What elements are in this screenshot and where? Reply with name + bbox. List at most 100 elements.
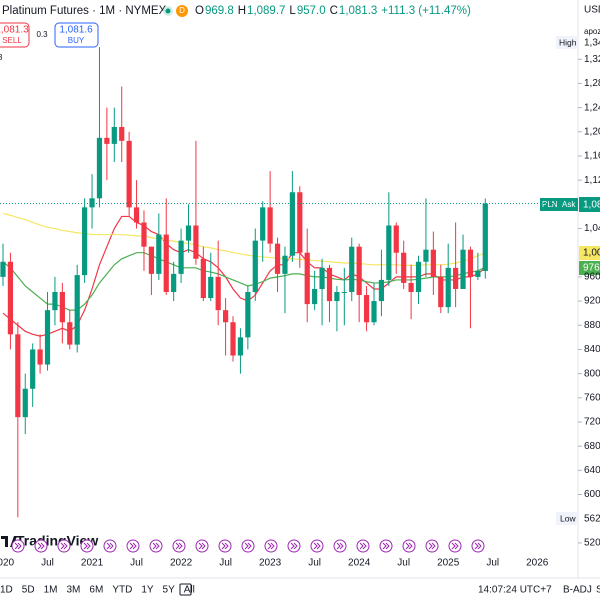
event-icon-arrow <box>244 542 252 550</box>
event-icon-arrow <box>221 542 229 550</box>
candle-body <box>82 207 88 276</box>
clock: 14:07:24 UTC+7 <box>478 585 552 596</box>
candle-body <box>185 225 192 241</box>
candle-body <box>133 207 140 223</box>
ohlc-key: H <box>238 5 246 17</box>
candle-body <box>482 203 488 271</box>
candle-body <box>89 198 95 208</box>
candle-body <box>200 258 206 299</box>
candle-body <box>67 322 73 345</box>
buy-button[interactable] <box>54 22 99 48</box>
candle-body <box>52 292 58 311</box>
range-button[interactable]: 1M <box>44 585 58 596</box>
badge <box>176 5 188 17</box>
event-icon-arrow <box>198 542 206 550</box>
candle-body <box>126 140 132 208</box>
event-icon-arrow <box>290 542 298 550</box>
x-tick-label: Jul <box>41 558 54 569</box>
x-tick-label: Jul <box>130 558 143 569</box>
candle-body <box>274 243 281 274</box>
ma-mid-value: 976. <box>583 263 600 274</box>
range-button[interactable]: All <box>184 585 195 596</box>
y-tick-label: 960 <box>584 272 600 283</box>
y-tick-label: 720 <box>584 417 600 428</box>
y-tick-label: 600 <box>584 489 600 500</box>
candle-body <box>445 267 451 308</box>
candle-body <box>37 349 43 365</box>
candle-body <box>453 267 459 289</box>
candle-body <box>7 261 14 335</box>
ohlc: O 969.8 H 1,089.7 L 957.0 C 1,081.3 +111.3 (+11.… <box>195 5 471 17</box>
x-tick-label: 2020 <box>0 558 15 569</box>
range-button[interactable]: 5Y <box>163 585 176 596</box>
candle-body <box>460 249 466 289</box>
candle-body <box>282 255 288 274</box>
candle-body <box>423 249 429 262</box>
y-tick-label: 1,280 <box>584 78 600 89</box>
y-tick-label: 1,320 <box>584 54 600 65</box>
x-tick-label: 2025 <box>437 558 460 569</box>
range-button[interactable]: 5D <box>22 585 35 596</box>
candle-body <box>148 246 154 274</box>
candle-body <box>30 349 36 389</box>
x-tick-label: 2021 <box>81 558 104 569</box>
calendar-icon[interactable] <box>179 583 192 596</box>
candle-body <box>267 207 273 244</box>
y-tick-label: 920 <box>584 296 600 307</box>
candle-body <box>245 292 251 338</box>
candle-body <box>96 137 103 199</box>
symbol-tag: PLN <box>542 200 558 209</box>
candle-body <box>0 261 6 277</box>
candle-body <box>193 225 199 259</box>
event-icon-arrow <box>175 542 183 550</box>
event-icon-arrow <box>359 542 367 550</box>
event-icon-arrow <box>474 542 482 550</box>
candle-body <box>356 246 362 296</box>
candle-body <box>74 275 80 345</box>
x-tick-label: 2023 <box>259 558 282 569</box>
extra[interactable]: S <box>596 585 600 596</box>
unit-note: apoz <box>584 27 600 36</box>
high-tag: High <box>559 37 577 47</box>
last-box <box>579 197 600 212</box>
candle-body <box>215 276 221 311</box>
y-tick-label: 1,200 <box>584 126 600 137</box>
range-button[interactable]: 3M <box>67 585 81 596</box>
y-tick-label: 800 <box>584 368 600 379</box>
range-button[interactable]: 6M <box>89 585 103 596</box>
event-icon-arrow <box>129 542 137 550</box>
ohlc-key: C <box>330 5 338 17</box>
adjust[interactable]: B-ADJ <box>563 585 592 596</box>
range-button[interactable]: 1D <box>0 585 13 596</box>
sell-button[interactable] <box>0 22 30 48</box>
candle-body <box>111 126 117 144</box>
ma-mid-box <box>579 261 600 275</box>
low-tag-box <box>556 512 578 525</box>
x-tick-label: 2024 <box>348 558 371 569</box>
candle-body <box>163 234 169 293</box>
candle-body <box>171 273 177 293</box>
event-icon-arrow <box>152 542 160 550</box>
ma-long-box <box>579 246 600 260</box>
y-tick-label: 760 <box>584 392 600 403</box>
ohlc-key: O <box>195 5 204 17</box>
ohlc-value: 1,089.7 <box>247 5 285 17</box>
candle-body <box>334 292 340 302</box>
range-button[interactable]: 1Y <box>141 585 154 596</box>
ohlc-value: 1,081.3 <box>339 5 377 17</box>
ohlc-value: 957.0 <box>297 5 326 17</box>
candle-body <box>319 267 325 289</box>
y-tick-label: 640 <box>584 465 600 476</box>
status-dot-core <box>165 8 171 14</box>
low-tag: Low <box>560 513 576 523</box>
candle-body <box>401 252 407 283</box>
range-button[interactable]: YTD <box>112 585 132 596</box>
ask-tag-box <box>560 198 578 211</box>
y-tick-label: 840 <box>584 344 600 355</box>
plot <box>0 47 556 518</box>
event-icon-arrow <box>14 542 22 550</box>
event-icon-arrow <box>405 542 413 550</box>
event-icon-arrow <box>267 542 275 550</box>
y-tick-label: 520 <box>584 538 600 549</box>
